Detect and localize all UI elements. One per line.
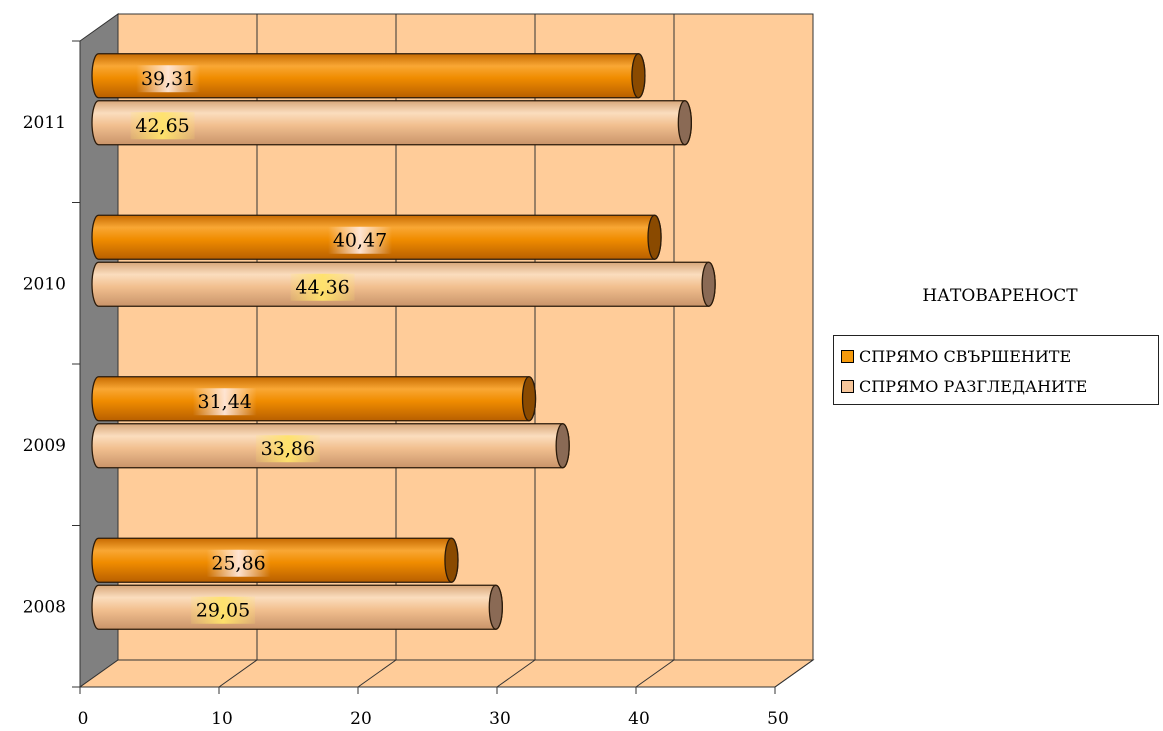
legend: СПРЯМО СВЪРШЕНИТЕ СПРЯМО РАЗГЛЕДАНИТЕ [833,335,1159,405]
bar-2011-series-2 [91,100,692,146]
bar-2010-series-2 [91,261,716,307]
y-tick-label: 2011 [23,113,66,133]
x-tick-label: 40 [628,709,650,729]
chart-data-labels: 25,86 29,05 31,44 33,86 40,47 44,36 39,31 42,65 [130,65,393,624]
chart-tick-labels: 0 10 20 30 40 50 2008 2009 2010 2011 [23,113,789,729]
bar-2011-series-1 [91,53,646,99]
chart-axes [72,40,776,694]
legend-title: НАТОВАРЕНОСТ [922,286,1078,306]
legend-item-series-2: СПРЯМО РАЗГЛЕДАНИТЕ [841,375,1087,397]
data-label-text: 42,65 [135,115,189,137]
floor-gridline [218,659,258,688]
legend-item-series-1: СПРЯМО СВЪРШЕНИТЕ [841,345,1071,367]
x-tick-label: 20 [350,709,372,729]
data-label-text: 33,86 [261,438,315,460]
x-tick-label: 30 [489,709,511,729]
legend-label-series-1: СПРЯМО СВЪРШЕНИТЕ [859,346,1072,366]
legend-swatch-series-1 [841,349,854,363]
data-label-text: 44,36 [295,276,349,298]
data-label-2009-series-2: 33,86 [255,435,320,463]
chart-bars [91,53,716,630]
y-tick-label: 2009 [23,436,66,456]
data-label-2008-series-2: 29,05 [191,596,256,624]
x-tick-label: 10 [211,709,233,729]
floor-gridline [774,659,814,688]
legend-label-series-2: СПРЯМО РАЗГЛЕДАНИТЕ [859,376,1088,396]
data-label-2010-series-2: 44,36 [290,273,355,301]
data-label-text: 29,05 [196,599,250,621]
y-tick-label: 2008 [23,597,66,617]
y-tick-label: 2010 [23,274,66,294]
legend-swatch-series-2 [841,379,854,393]
x-tick-label: 0 [78,709,89,729]
floor-gridline [635,659,675,688]
data-label-2008-series-1: 25,86 [206,549,271,577]
data-label-text: 39,31 [141,68,195,90]
data-label-2011-series-2: 42,65 [130,112,195,140]
x-tick-label: 50 [767,709,789,729]
bar-2008-series-1 [91,537,459,583]
bar-2008-series-2 [91,584,503,630]
bar-2009-series-1 [91,376,537,422]
data-label-2011-series-1: 39,31 [136,65,201,93]
data-label-text: 40,47 [333,229,387,251]
data-label-text: 31,44 [198,391,252,413]
data-label-2010-series-1: 40,47 [328,226,393,254]
floor-gridline [496,659,536,688]
bar-2009-series-2 [91,423,570,469]
data-label-text: 25,86 [211,552,265,574]
floor-gridline [357,659,397,688]
chart-floor [78,659,815,688]
data-label-2009-series-1: 31,44 [192,388,257,416]
